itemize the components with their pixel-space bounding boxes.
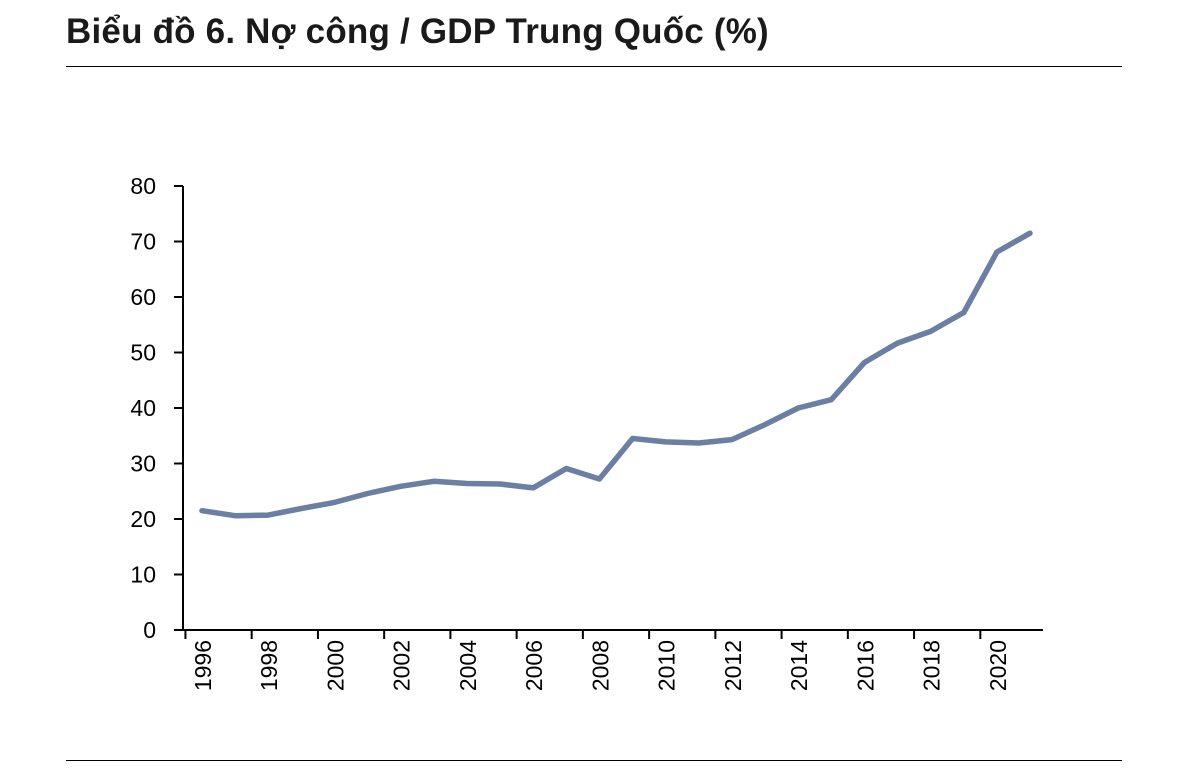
x-tick-label-2020: 2020 [985, 640, 1011, 691]
x-tick-label-2008: 2008 [587, 640, 613, 691]
y-tick-label-10: 10 [130, 562, 156, 588]
x-tick-label-2018: 2018 [919, 640, 945, 691]
y-tick-label-40: 40 [130, 395, 156, 421]
y-tick-label-0: 0 [143, 617, 156, 643]
x-tick-label-2006: 2006 [521, 640, 547, 691]
data-point-2007 [564, 466, 569, 471]
x-tick-label-1996: 1996 [190, 640, 216, 691]
data-point-1999 [299, 506, 304, 511]
data-point-2015 [829, 397, 834, 402]
y-tick-label-50: 50 [130, 340, 156, 366]
data-point-2011 [696, 440, 701, 446]
data-point-1998 [266, 512, 271, 518]
data-point-2004 [464, 481, 470, 486]
data-point-2016 [862, 360, 867, 365]
data-point-2009 [630, 436, 635, 441]
data-point-2019 [961, 310, 966, 315]
x-tick-label-1998: 1998 [256, 640, 282, 691]
data-point-2010 [663, 439, 668, 445]
data-point-1996 [199, 508, 205, 513]
footer-divider [66, 760, 1122, 761]
y-tick-label-70: 70 [130, 229, 156, 255]
chart-axes [174, 185, 1043, 639]
data-point-2000 [332, 500, 337, 505]
data-point-2002 [398, 484, 403, 489]
y-tick-label-20: 20 [130, 506, 156, 532]
data-point-2017 [895, 340, 900, 346]
data-point-2006 [531, 485, 536, 491]
data-point-2013 [762, 422, 768, 427]
chart-tick-labels: 0 10 20 30 40 50 60 70 80 1996 1998 2000 2002 2004 200… [130, 173, 1010, 691]
data-point-2012 [729, 437, 735, 442]
y-tick-label-30: 30 [130, 451, 156, 477]
data-point-2005 [497, 481, 503, 487]
data-point-2021 [1027, 230, 1033, 236]
data-point-1997 [232, 513, 238, 518]
x-tick-label-2012: 2012 [720, 640, 746, 691]
data-point-2003 [431, 479, 437, 484]
data-point-2018 [928, 329, 933, 334]
x-tick-label-2010: 2010 [654, 640, 680, 691]
y-tick-label-80: 80 [130, 173, 156, 199]
x-tick-label-2002: 2002 [389, 640, 415, 691]
page-title: Biểu đồ 6. Nợ công / GDP Trung Quốc (%) [66, 12, 769, 51]
x-tick-label-2016: 2016 [852, 640, 878, 691]
data-point-2020 [994, 249, 1000, 255]
x-tick-label-2004: 2004 [455, 640, 481, 691]
series-line-0 [199, 230, 1033, 519]
y-tick-label-60: 60 [130, 284, 156, 310]
data-point-2014 [795, 405, 801, 411]
x-tick-label-2000: 2000 [322, 640, 348, 691]
data-point-2008 [597, 476, 602, 482]
x-tick-label-2014: 2014 [786, 640, 812, 691]
chart-series [199, 230, 1033, 519]
data-point-2001 [365, 491, 370, 496]
title-divider [66, 66, 1122, 67]
